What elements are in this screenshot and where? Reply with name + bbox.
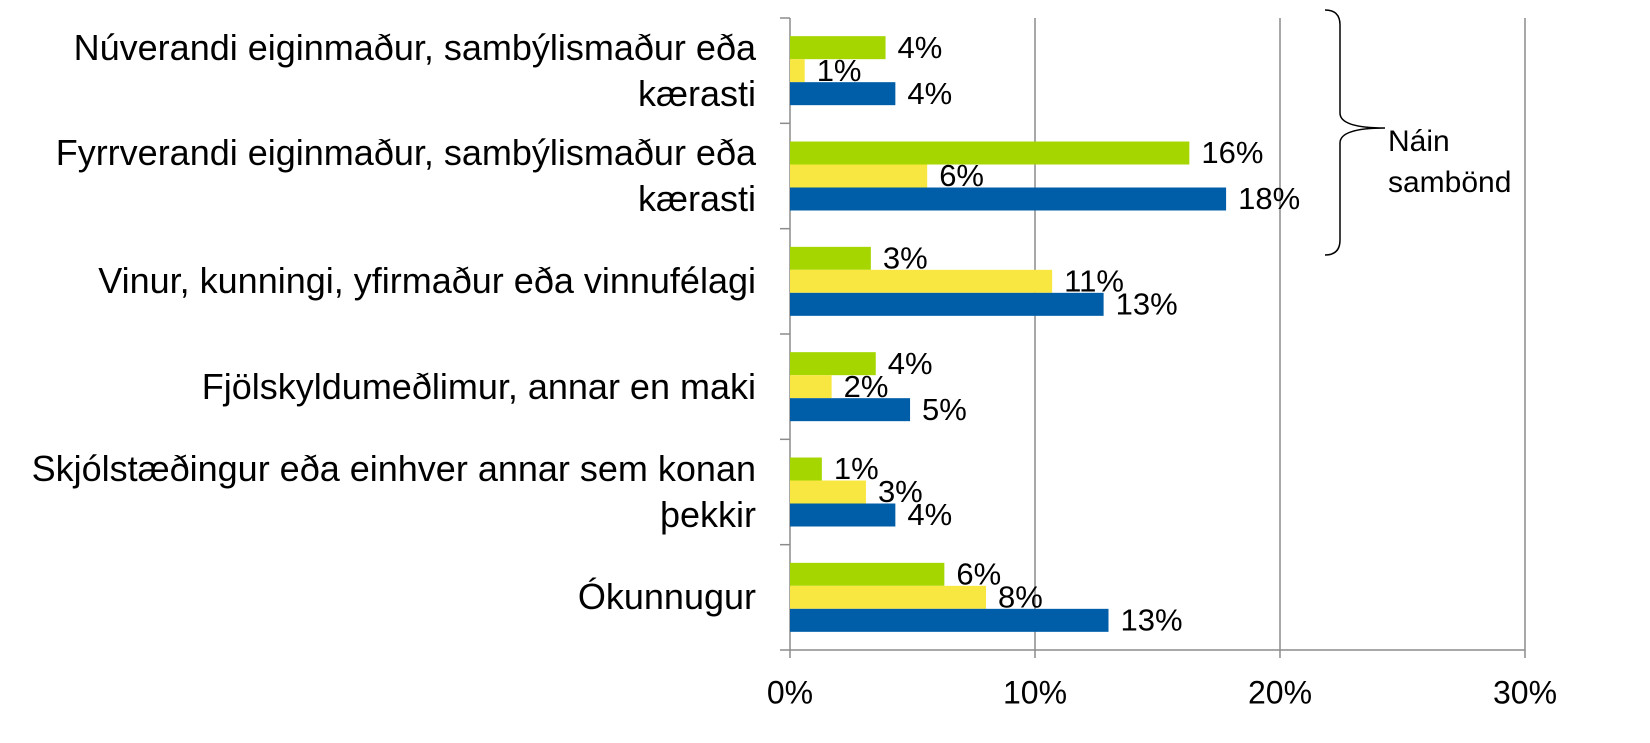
- bar: [790, 59, 805, 83]
- bar: [790, 375, 832, 399]
- data-label: 3%: [878, 474, 923, 509]
- data-label: 8%: [998, 580, 1043, 615]
- category-label: Vinur, kunningi, yfirmaður eða vinnuféla…: [98, 260, 756, 302]
- x-tick-label: 0%: [767, 674, 813, 710]
- annotation: sambönd: [1388, 166, 1511, 199]
- data-label: 6%: [939, 158, 984, 193]
- bar: [790, 164, 928, 188]
- bar: [790, 457, 822, 481]
- bar: [790, 141, 1190, 165]
- data-label: 1%: [817, 53, 862, 88]
- bar: [790, 36, 886, 60]
- bar: [790, 82, 896, 106]
- category-label: Fyrrverandi eiginmaður, sambýlismaður eð…: [55, 132, 756, 219]
- bar: [790, 503, 896, 527]
- bar: [790, 562, 945, 586]
- bar: [790, 480, 866, 504]
- data-label: 13%: [1121, 603, 1183, 638]
- data-label: 5%: [922, 392, 967, 427]
- x-tick-label: 10%: [1003, 674, 1067, 710]
- data-label: 4%: [907, 497, 952, 532]
- bar: [790, 187, 1227, 211]
- category-label: Fjölskyldumeðlimur, annar en maki: [201, 365, 756, 407]
- bar: [790, 269, 1053, 293]
- data-label: 3%: [883, 241, 928, 276]
- bar: [790, 352, 876, 376]
- annotation: Náin: [1388, 125, 1450, 158]
- data-label: 4%: [888, 346, 933, 381]
- x-tick-label: 20%: [1248, 674, 1312, 710]
- category-label: Ókunnugur: [577, 576, 756, 618]
- x-tick-label: 30%: [1493, 674, 1557, 710]
- data-label: 16%: [1201, 135, 1263, 170]
- bar: [790, 398, 911, 422]
- bar: [790, 585, 986, 609]
- data-label: 1%: [834, 451, 879, 486]
- data-label: 4%: [907, 76, 952, 111]
- bar: [790, 246, 871, 270]
- category-label: Skjólstæðingur eða einhver annar sem kon…: [31, 448, 756, 535]
- data-label: 11%: [1064, 264, 1124, 299]
- data-label: 13%: [1116, 287, 1178, 322]
- data-label: 6%: [956, 557, 1001, 592]
- data-label: 4%: [898, 30, 943, 65]
- brace: [1324, 9, 1386, 256]
- bar: [790, 608, 1109, 632]
- data-label: 18%: [1238, 181, 1300, 216]
- category-label: Núverandi eiginmaður, sambýlismaður eða …: [73, 26, 756, 114]
- data-label: 2%: [844, 369, 889, 404]
- bar: [790, 292, 1104, 316]
